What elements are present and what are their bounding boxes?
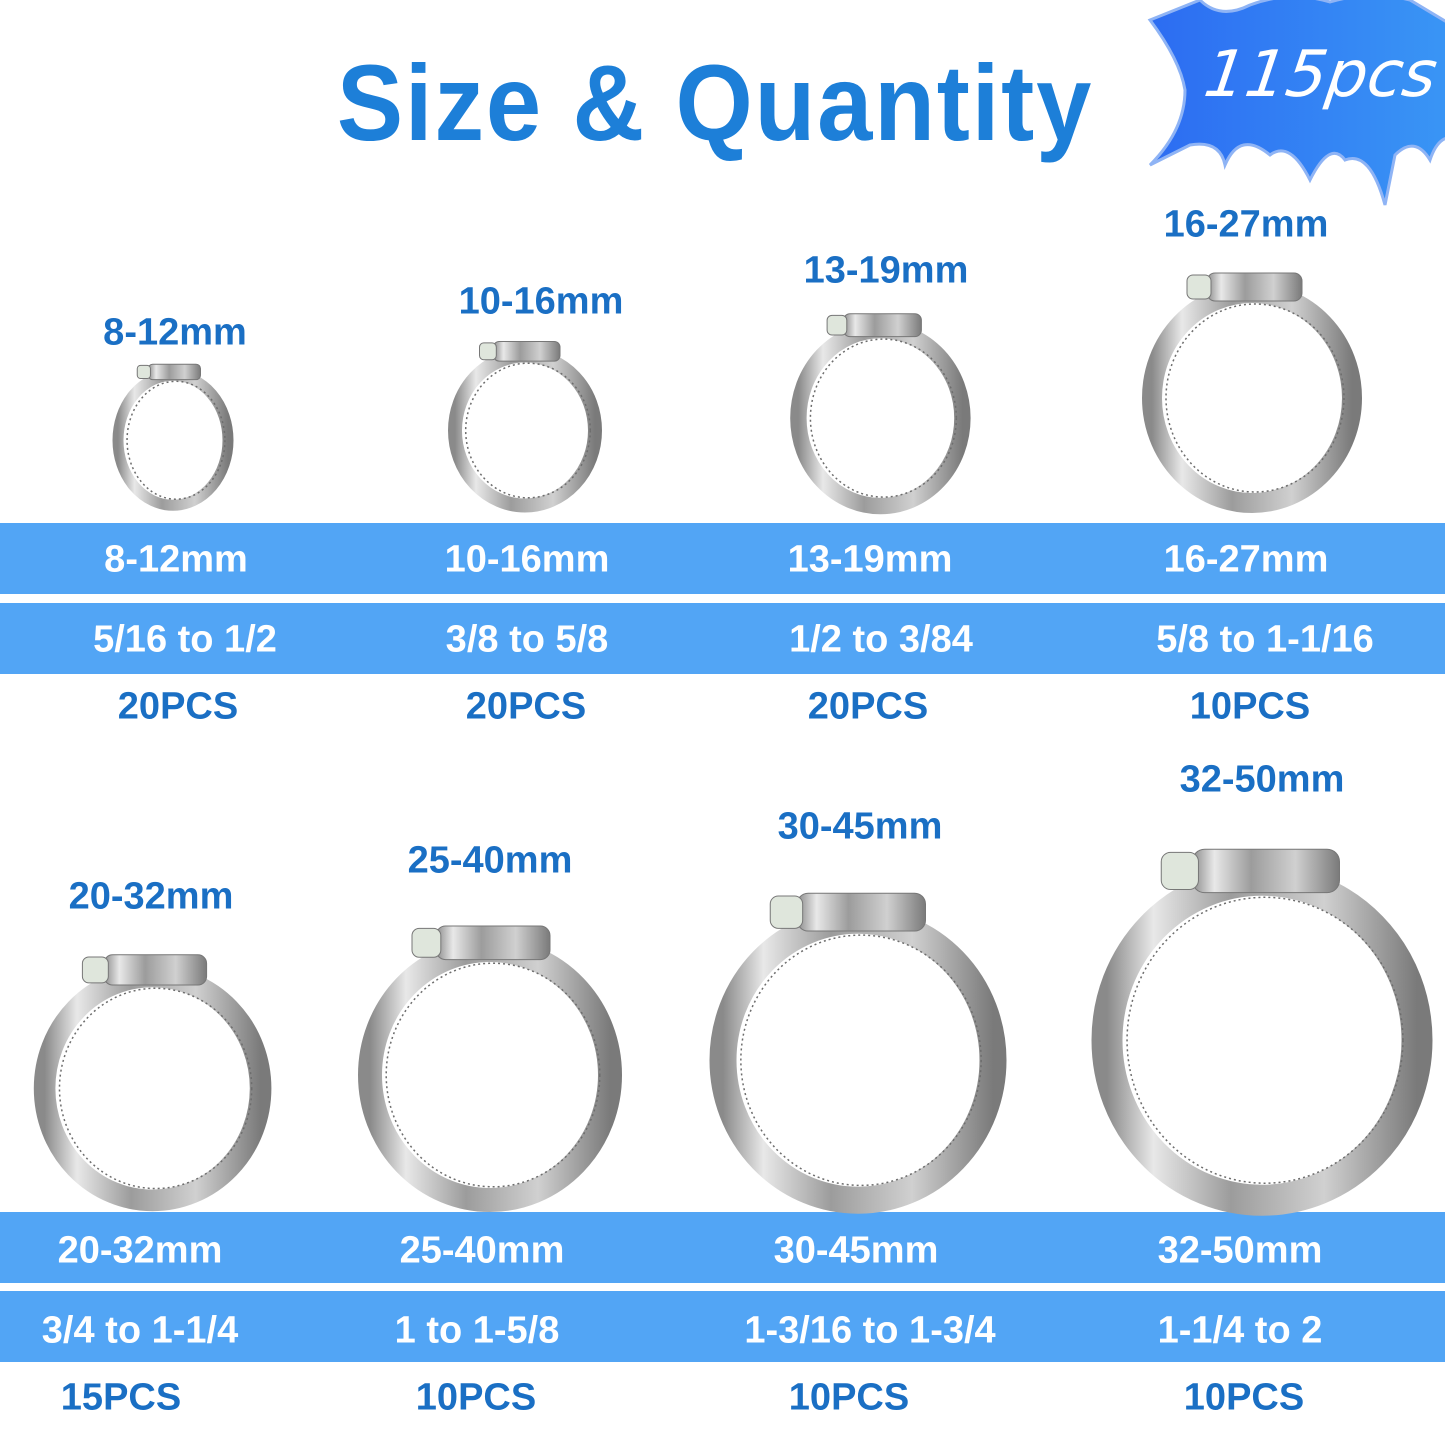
size-cell: 20-32mm: [57, 1229, 223, 1272]
size-band-row1: [0, 523, 1445, 594]
clamp-label: 13-19mm: [803, 249, 969, 292]
quantity-cell: 10PCS: [415, 1376, 537, 1419]
clamp-screw: [769, 895, 804, 929]
inch-band-row1: [0, 603, 1445, 674]
size-cell: 8-12mm: [104, 538, 248, 581]
clamp-band: [1142, 283, 1362, 513]
quantity-cell: 20PCS: [465, 685, 587, 728]
clamp-band: [789, 321, 971, 515]
clamp-label: 8-12mm: [103, 311, 247, 354]
clamp-housing: [493, 340, 561, 362]
inch-cell: 1-1/4 to 2: [1157, 1309, 1323, 1352]
clamp-band: [709, 906, 1007, 1214]
clamp-label: 20-32mm: [68, 875, 234, 918]
quantity-cell: 20PCS: [807, 685, 929, 728]
clamp-screw: [479, 341, 497, 360]
inch-cell: 3/8 to 5/8: [445, 618, 609, 661]
inch-cell: 1-3/16 to 1-3/4: [744, 1309, 996, 1352]
starburst-badge-icon: [1147, 0, 1445, 206]
hose-clamp-image: [358, 925, 622, 1212]
hose-clamp-image: [448, 340, 602, 512]
clamp-band: [358, 938, 622, 1212]
hose-clamp-image: [789, 313, 971, 515]
hose-clamp-image: [1142, 272, 1362, 513]
hose-clamp-image: [1091, 848, 1433, 1216]
clamp-housing: [1206, 272, 1303, 302]
clamp-screw: [1186, 274, 1212, 300]
clamp-label: 10-16mm: [458, 280, 624, 323]
size-cell: 10-16mm: [444, 538, 610, 581]
clamp-band: [1091, 864, 1433, 1216]
inch-cell: 5/8 to 1-1/16: [1156, 618, 1374, 661]
page-title: Size & Quantity: [336, 42, 1094, 163]
quantity-badge: 115pcs: [1199, 38, 1442, 112]
size-cell: 16-27mm: [1163, 538, 1329, 581]
quantity-cell: 10PCS: [788, 1376, 910, 1419]
clamp-band: [448, 348, 602, 512]
quantity-cell: 15PCS: [60, 1376, 182, 1419]
quantity-cell: 10PCS: [1183, 1376, 1305, 1419]
quantity-cell: 10PCS: [1189, 685, 1311, 728]
clamp-screw: [82, 956, 110, 983]
clamp-housing: [842, 313, 922, 338]
clamp-screw: [136, 364, 151, 379]
inch-cell: 3/4 to 1-1/4: [41, 1309, 239, 1352]
clamp-housing: [1191, 848, 1340, 893]
size-cell: 30-45mm: [773, 1229, 939, 1272]
clamp-housing: [796, 892, 926, 932]
size-cell: 13-19mm: [787, 538, 953, 581]
clamp-label: 16-27mm: [1163, 203, 1329, 246]
clamp-housing: [147, 363, 201, 380]
inch-band-row2: [0, 1291, 1445, 1362]
size-cell: 32-50mm: [1157, 1229, 1323, 1272]
clamp-label: 32-50mm: [1179, 758, 1345, 801]
size-band-row2: [0, 1212, 1445, 1283]
clamp-label: 25-40mm: [407, 839, 573, 882]
clamp-housing: [103, 953, 208, 986]
clamp-housing: [435, 925, 551, 961]
clamp-label: 30-45mm: [777, 805, 943, 848]
size-cell: 25-40mm: [399, 1229, 565, 1272]
clamp-band: [112, 369, 234, 511]
hose-clamp-image: [112, 363, 234, 511]
quantity-cell: 20PCS: [117, 685, 239, 728]
hose-clamp-image: [34, 953, 272, 1211]
clamp-screw: [826, 314, 847, 336]
inch-cell: 1/2 to 3/84: [789, 618, 973, 661]
inch-cell: 1 to 1-5/8: [394, 1309, 560, 1352]
clamp-band: [34, 965, 272, 1211]
inch-cell: 5/16 to 1/2: [93, 618, 277, 661]
clamp-screw: [1160, 851, 1199, 890]
hose-clamp-image: [709, 892, 1007, 1214]
clamp-screw: [411, 927, 442, 958]
